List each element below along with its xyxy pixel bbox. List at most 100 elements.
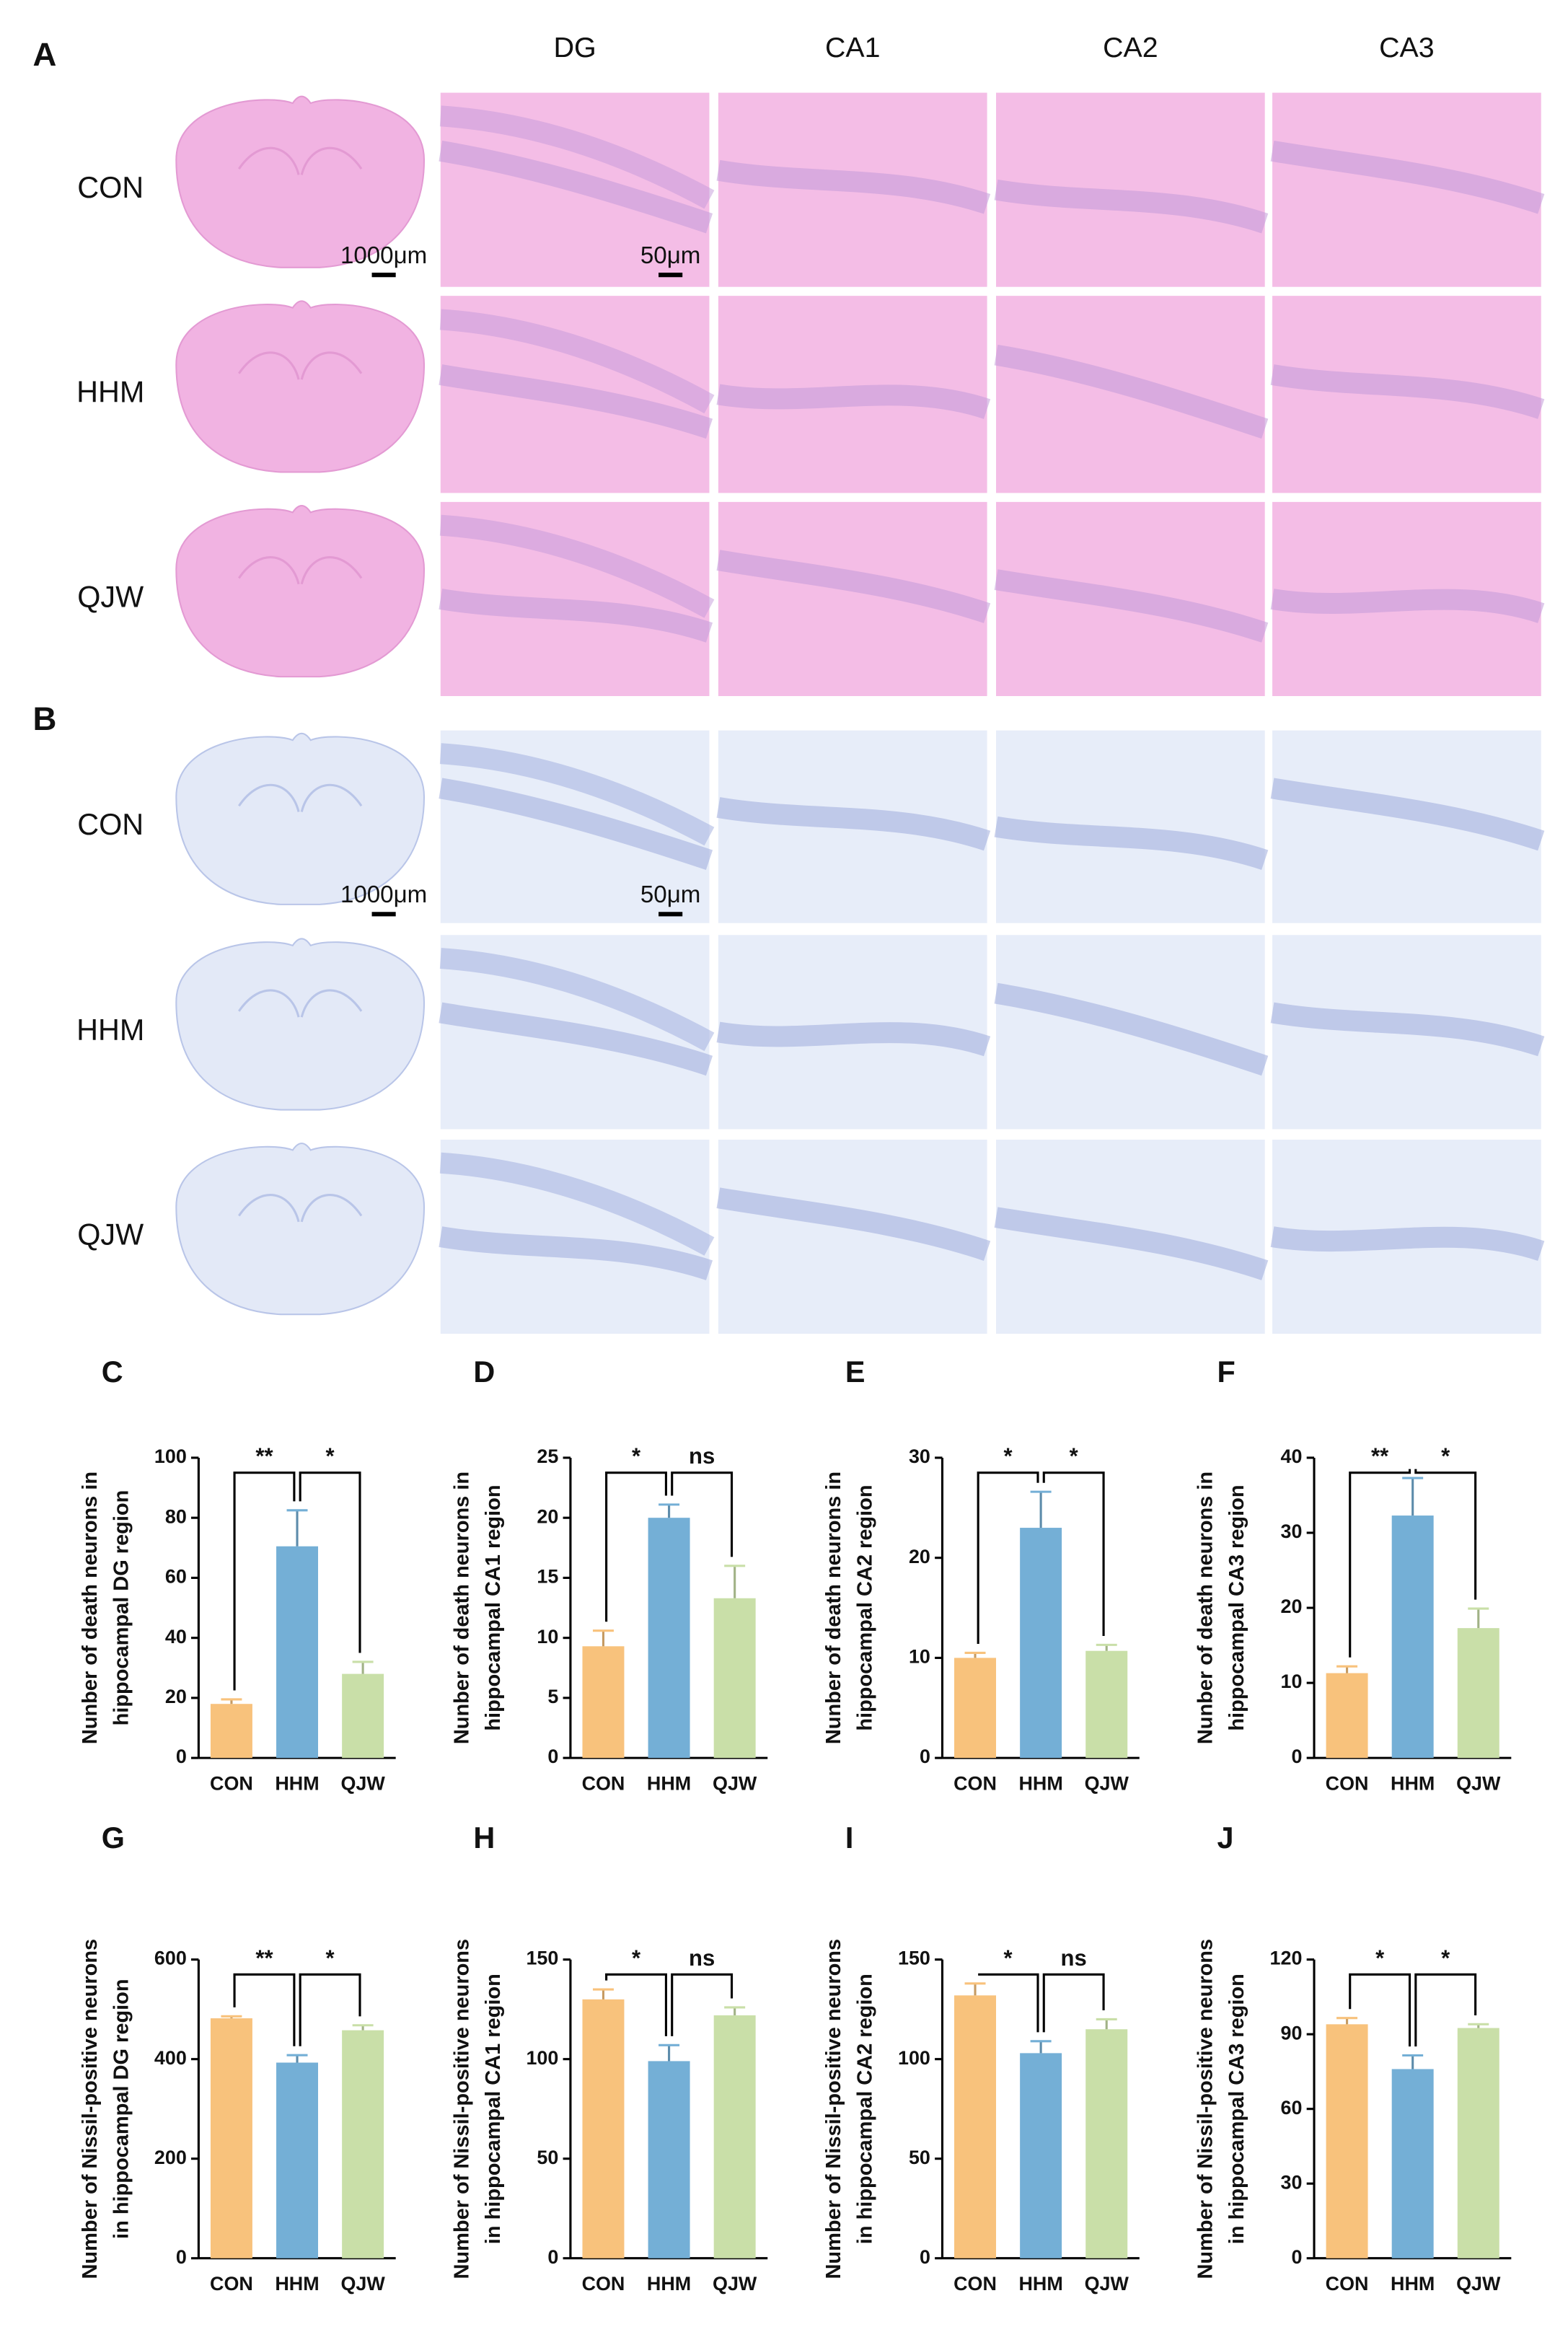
row-label: CON <box>77 171 144 204</box>
error-bar <box>1468 1607 1489 1629</box>
error-bar <box>221 2015 242 2019</box>
x-tick-label: QJW <box>713 1773 757 1795</box>
panel-label: J <box>1217 1821 1233 1855</box>
y-tick-label: 0 <box>547 2246 558 2268</box>
bar <box>1020 2053 1062 2258</box>
x-tick-label: HHM <box>1018 1773 1062 1795</box>
bar <box>713 1598 756 1759</box>
y-tick-label: 40 <box>165 1626 187 1647</box>
cell-layer <box>994 982 1269 1076</box>
hippocampus <box>237 783 363 812</box>
cell-layer <box>439 743 715 846</box>
brain-section <box>175 95 426 268</box>
error-bar <box>592 1629 614 1647</box>
significance-label: * <box>1441 1443 1450 1469</box>
significance-bracket <box>1042 1973 1105 2033</box>
x-tick-label: HHM <box>1391 2273 1435 2295</box>
cell-layer <box>439 948 715 1052</box>
significance-label: * <box>1375 1945 1385 1971</box>
significance-bracket <box>1349 1469 1411 1658</box>
significance-bracket <box>1349 1973 1411 2047</box>
bar <box>1391 1515 1434 1759</box>
cell-layer <box>1270 778 1545 851</box>
column-header: CA2 <box>1103 32 1158 63</box>
row-label: HHM <box>76 376 144 409</box>
cell-layer <box>439 1002 713 1076</box>
cell-layer <box>1270 1002 1545 1057</box>
cell-layer <box>994 179 1269 234</box>
significance-bracket <box>299 1973 361 2046</box>
bar <box>1326 2024 1368 2258</box>
y-tick-label: 60 <box>165 1566 187 1588</box>
row-label: CON <box>77 808 144 841</box>
y-axis-label: Number of Nissil-positive neurons <box>451 1939 474 2279</box>
scale-bar-label: 50μm <box>640 881 701 908</box>
hippocampus <box>237 1194 363 1223</box>
error-bar <box>352 2024 374 2031</box>
panel-label: G <box>102 1821 125 1855</box>
cell-layer <box>1270 589 1545 623</box>
cell-layer <box>716 797 991 851</box>
significance-bracket <box>671 1471 734 1557</box>
error-bar <box>1468 2023 1489 2028</box>
x-tick-label: CON <box>210 2273 253 2295</box>
brain-section <box>175 300 426 473</box>
significance-label: * <box>1004 1945 1013 1971</box>
error-bar <box>724 2006 746 2015</box>
y-axis-label: hippocampal CA3 region <box>1225 1484 1248 1730</box>
x-tick-label: CON <box>953 2273 997 2295</box>
significance-bracket <box>1042 1471 1105 1636</box>
scale-bar-label: 1000μm <box>340 242 427 269</box>
x-tick-label: QJW <box>340 1773 385 1795</box>
bar <box>1085 2029 1128 2258</box>
error-bar <box>1402 1477 1424 1516</box>
bar <box>210 2018 252 2258</box>
y-tick-label: 0 <box>547 1746 558 1767</box>
y-tick-label: 20 <box>165 1686 187 1707</box>
brain-section <box>175 732 426 905</box>
hippocampus <box>237 146 363 175</box>
error-bar <box>352 1660 374 1674</box>
y-axis-label: Number of Nissil-positive neurons <box>822 1939 845 2279</box>
error-bar <box>659 2043 680 2062</box>
y-tick-label: 100 <box>526 2047 558 2069</box>
bar <box>342 2030 384 2258</box>
y-tick-label: 10 <box>909 1646 930 1668</box>
error-bar <box>286 2054 308 2063</box>
row-label: QJW <box>77 580 144 613</box>
brain-section <box>175 1143 426 1316</box>
x-tick-label: HHM <box>1018 2273 1062 2295</box>
significance-label: ns <box>689 1443 715 1469</box>
error-bar <box>964 1651 986 1658</box>
cell-layer <box>439 778 713 871</box>
significance-label: * <box>632 1443 641 1469</box>
bar <box>648 1518 690 1759</box>
cell-layer <box>716 1021 991 1057</box>
x-tick-label: HHM <box>1391 1773 1435 1795</box>
error-bar <box>659 1503 680 1518</box>
bar <box>1391 2069 1434 2258</box>
scale-bar-label: 50μm <box>640 242 701 269</box>
y-tick-label: 40 <box>1281 1446 1303 1467</box>
cell-layer <box>439 105 715 209</box>
x-tick-label: CON <box>210 1773 253 1795</box>
hippocampus <box>237 556 363 585</box>
bar <box>1326 1673 1368 1759</box>
error-bar <box>1096 1643 1117 1651</box>
panel-label: B <box>33 700 57 737</box>
y-tick-label: 0 <box>920 2246 930 2268</box>
error-bar <box>964 1982 986 1996</box>
cell-layer <box>439 364 713 439</box>
y-axis-label: Number of Nissil-positive neurons <box>79 1939 102 2279</box>
significance-bracket <box>299 1471 361 1653</box>
y-axis-label: Number of Nissil-positive neurons <box>1194 1939 1217 2279</box>
cell-layer <box>439 589 713 643</box>
bar <box>1020 1528 1062 1759</box>
significance-label: * <box>326 1945 335 1971</box>
y-axis-label: hippocampal DG region <box>110 1490 133 1726</box>
significance-label: * <box>1070 1443 1079 1469</box>
y-tick-label: 10 <box>537 1626 558 1647</box>
y-tick-label: 600 <box>154 1948 187 1969</box>
cell-layer <box>1270 140 1545 214</box>
